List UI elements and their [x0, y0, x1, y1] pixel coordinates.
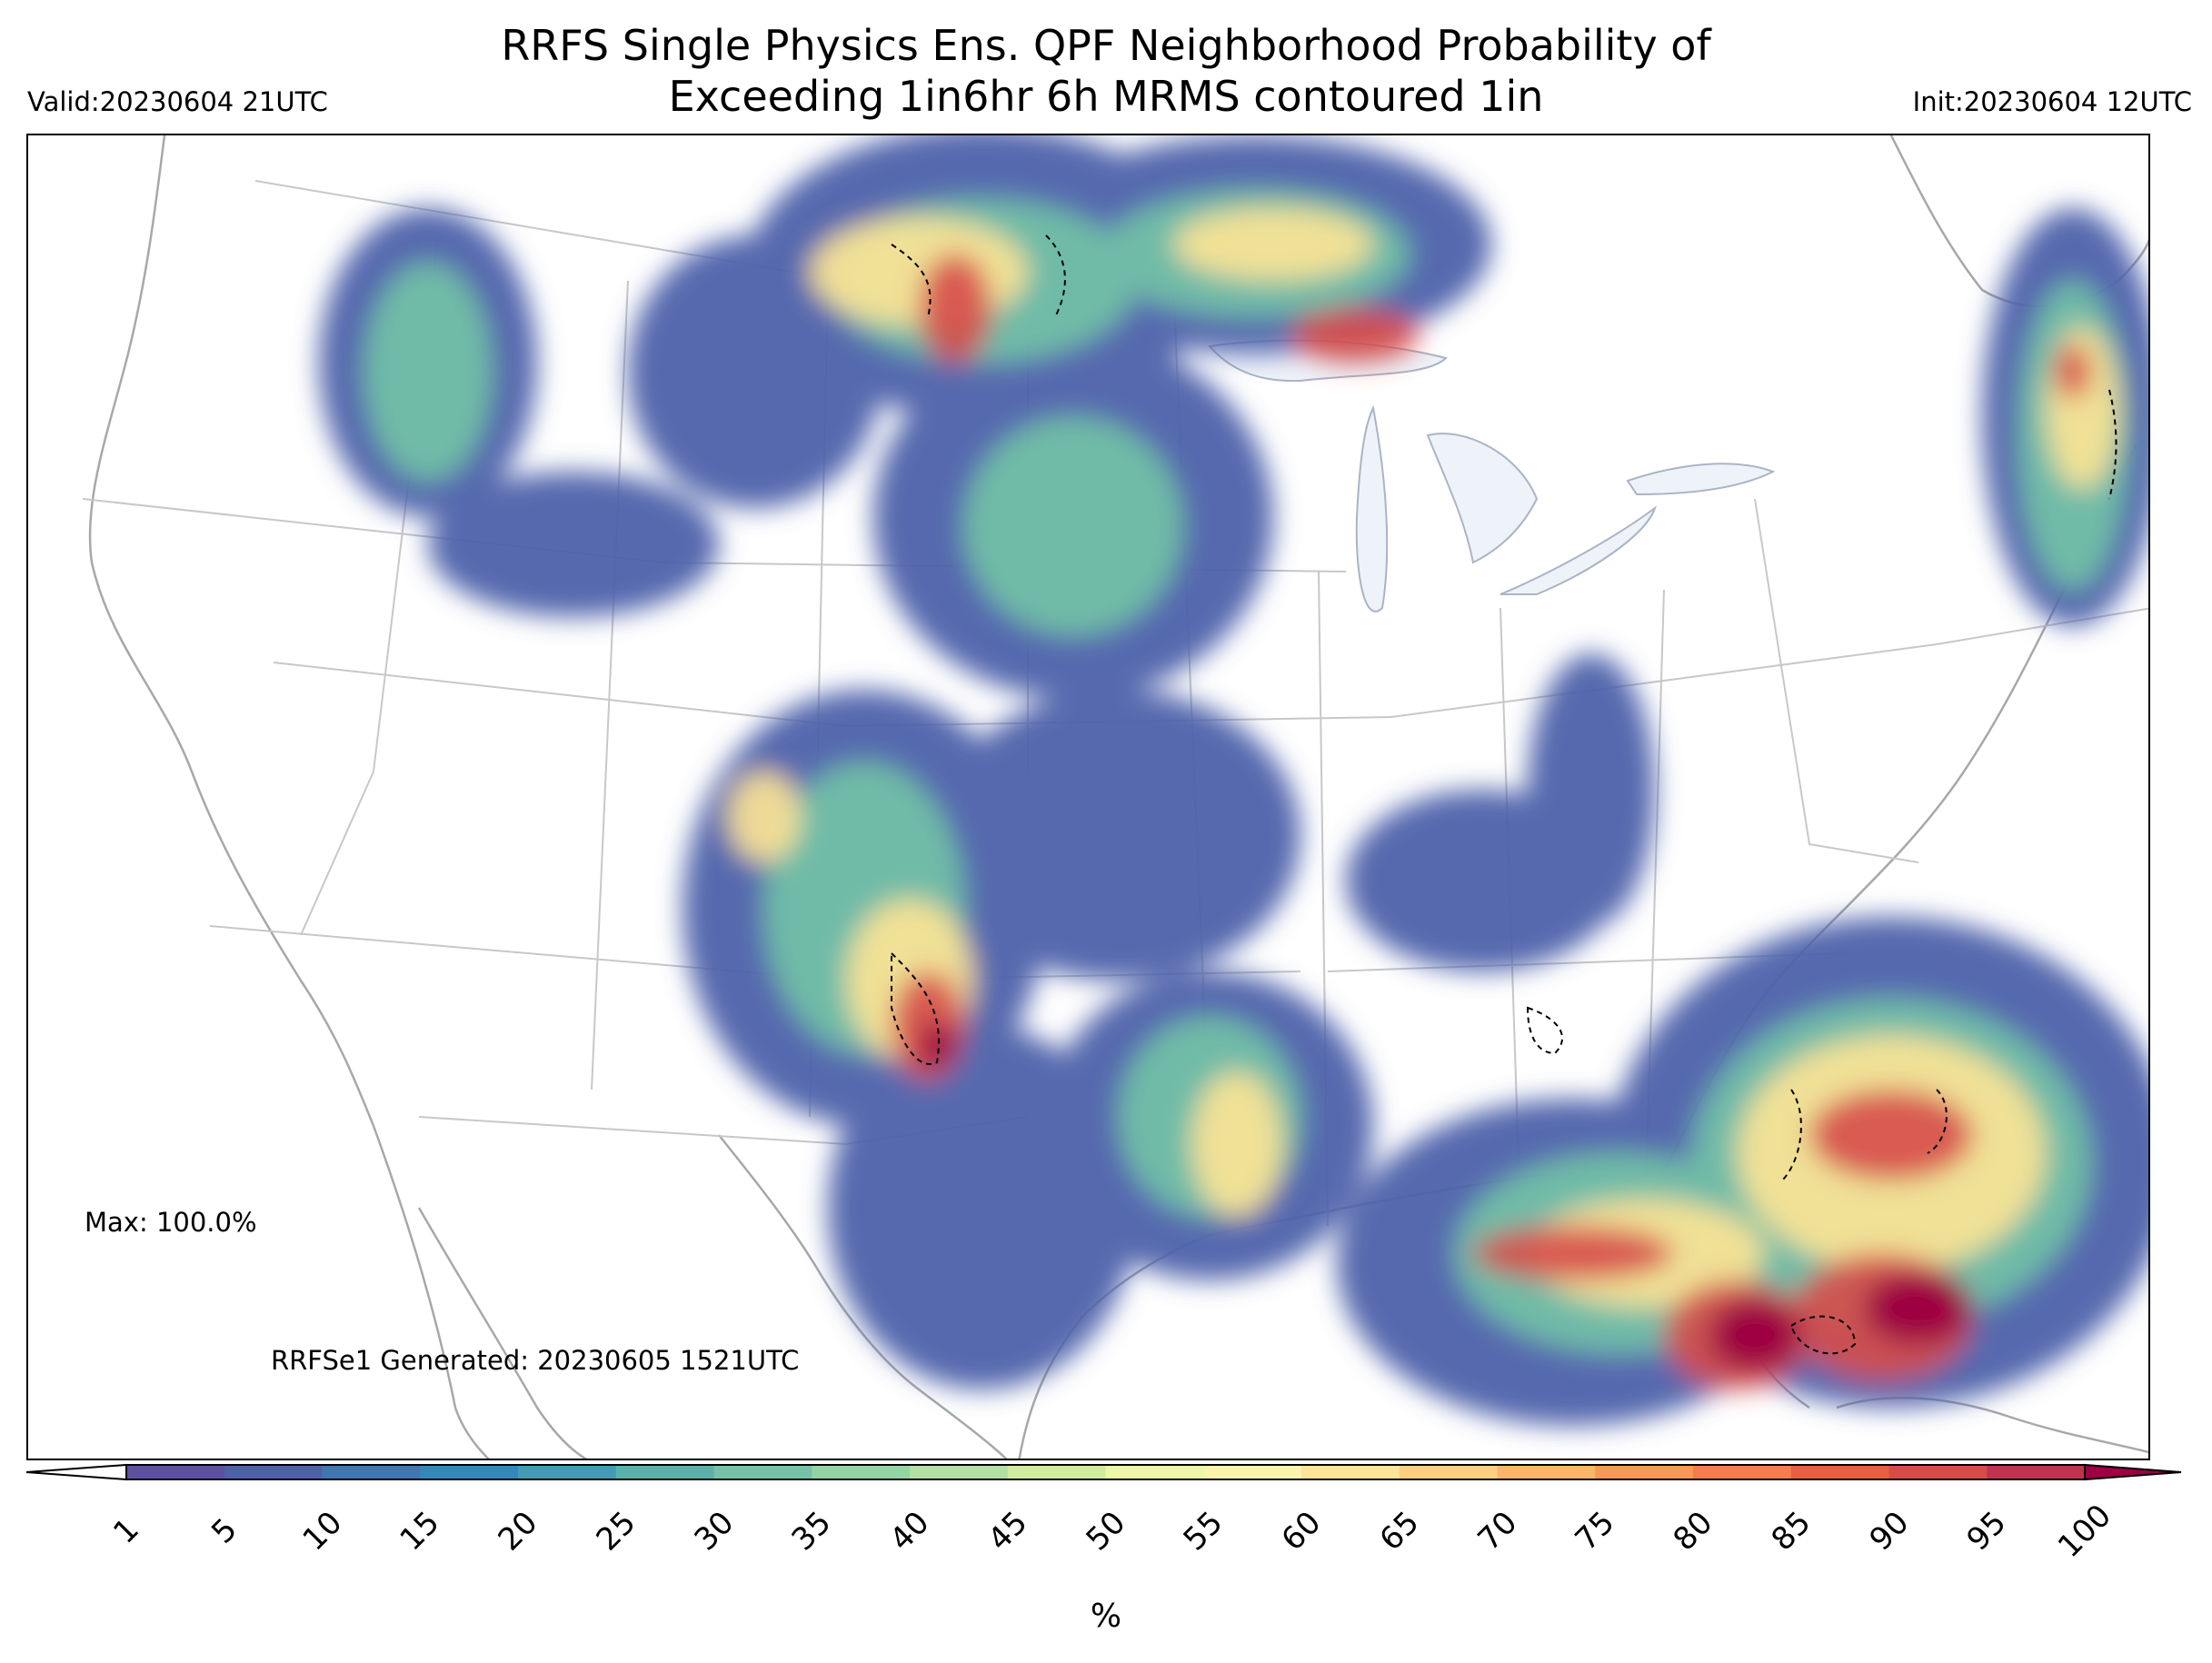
colorbar-cell [322, 1465, 421, 1479]
colorbar-frame [125, 1464, 2086, 1480]
colorbar-unit: % [1090, 1598, 1122, 1635]
title-line-1: RRFS Single Physics Ens. QPF Neighborhoo… [501, 21, 1711, 70]
colorbar-cell [126, 1465, 225, 1479]
colorbar-cell [1497, 1465, 1596, 1479]
colorbar-extend-arrow-icon [2084, 1463, 2182, 1481]
generated-label: RRFSe1 Generated: 20230605 1521UTC [271, 1345, 800, 1376]
colorbar-cell [518, 1465, 617, 1479]
probability-field [319, 135, 2148, 1426]
mrms-1in-contours [891, 234, 2117, 1355]
colorbar-cell [420, 1465, 519, 1479]
colorbar-cell [1987, 1465, 2086, 1479]
title-line-2: Exceeding 1in6hr 6h MRMS contoured 1in [668, 72, 1544, 121]
colorbar-cell [615, 1465, 714, 1479]
colorbar-cell [1301, 1465, 1400, 1479]
valid-time-label: Valid:20230604 21UTC [27, 86, 328, 117]
colorbar-cell [1888, 1465, 1988, 1479]
colorbar-cell [713, 1465, 812, 1479]
colorbar-cell [1693, 1465, 1792, 1479]
colorbar-cell [1790, 1465, 1889, 1479]
colorbar-cells [126, 1465, 2086, 1479]
map-title: RRFS Single Physics Ens. QPF Neighborhoo… [0, 20, 2212, 122]
colorbar-cell [1399, 1465, 1498, 1479]
colorbar [25, 1463, 2182, 1481]
max-value-label: Max: 100.0% [85, 1207, 257, 1238]
colorbar-cell [1595, 1465, 1694, 1479]
colorbar-cell [1007, 1465, 1106, 1479]
probability-map [26, 134, 2150, 1460]
colorbar-cell [1203, 1465, 1302, 1479]
colorbar-cell [910, 1465, 1009, 1479]
init-time-label: Init:20230604 12UTC [1912, 86, 2192, 117]
map-canvas [82, 135, 2148, 1459]
colorbar-cell [812, 1465, 911, 1479]
colorbar-cell [224, 1465, 323, 1479]
colorbar-cell [1105, 1465, 1204, 1479]
colorbar-extend-arrow-icon [25, 1463, 127, 1481]
